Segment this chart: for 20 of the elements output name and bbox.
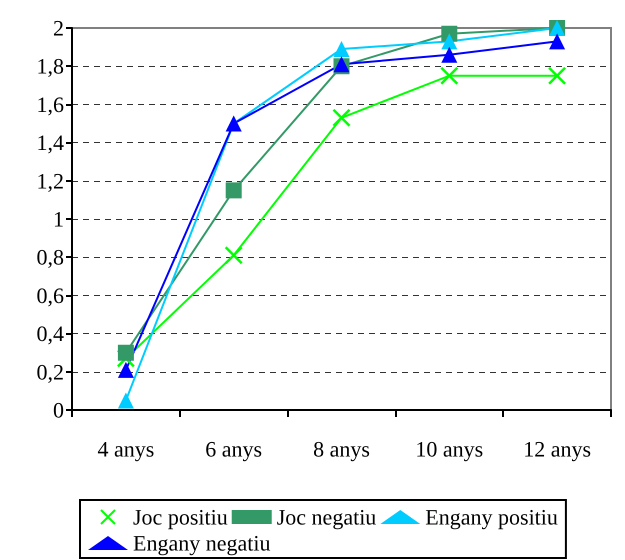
legend-label: Joc negatiu	[276, 504, 376, 530]
y-tick-label: 0	[53, 398, 64, 422]
y-tick-label: 0,2	[36, 359, 64, 384]
y-tick-label: 2	[53, 16, 64, 40]
x-tick-label: 8 anys	[313, 436, 370, 462]
x-tick-label: 12 anys	[523, 436, 592, 462]
x-tick-label: 10 anys	[415, 436, 484, 462]
y-tick-label: 0,8	[36, 244, 64, 270]
y-tick-label: 0,4	[36, 321, 64, 346]
y-tick-label: 1,2	[36, 168, 64, 194]
legend-label: Engany negatiu	[133, 530, 270, 556]
x-tick-label: 4 anys	[97, 436, 154, 462]
x-tick-label: 6 anys	[205, 436, 262, 462]
y-tick-label: 0,6	[36, 282, 64, 308]
y-tick-label: 1,6	[36, 92, 64, 117]
y-tick-label: 1	[53, 206, 64, 232]
y-tick-label: 1,4	[36, 130, 64, 156]
legend-label: Joc positiu	[133, 504, 228, 530]
y-tick-label: 1,8	[36, 54, 64, 79]
legend-label: Engany positiu	[425, 504, 558, 530]
